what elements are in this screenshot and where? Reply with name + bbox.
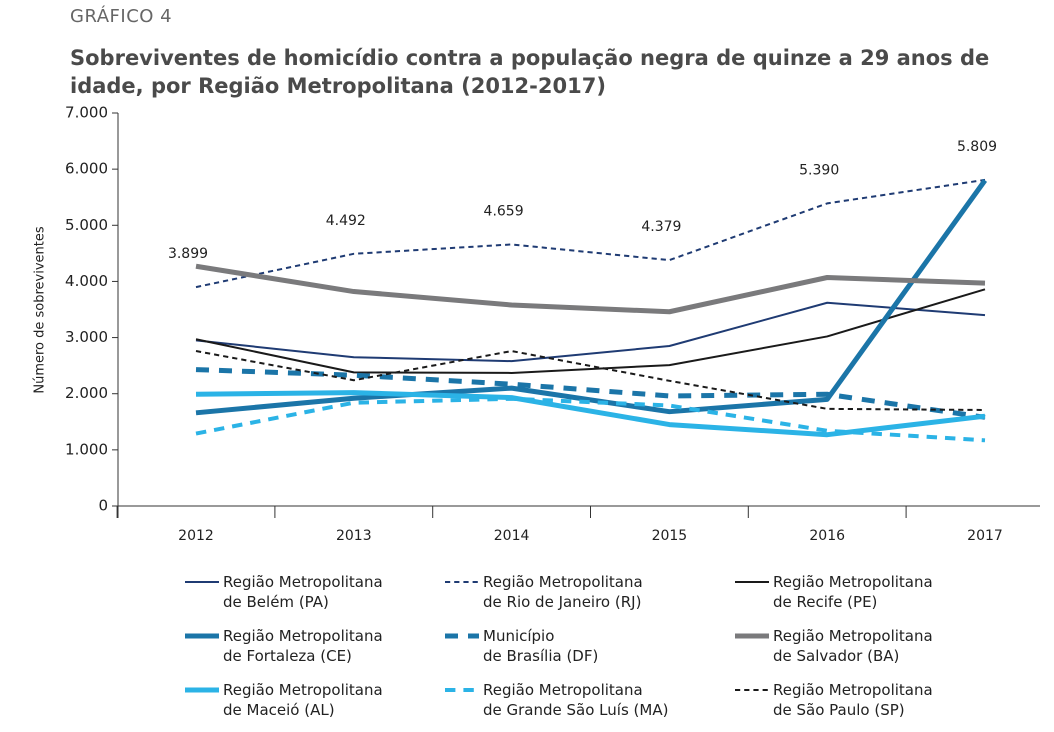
legend-label: Região Metropolitana de Salvador (BA) <box>773 627 933 665</box>
y-tick-label: 0 <box>98 497 108 515</box>
x-tick-label: 2016 <box>809 528 845 544</box>
data-label: 4.379 <box>641 219 681 235</box>
y-tick-label: 6.000 <box>65 160 108 178</box>
data-label: 4.492 <box>326 213 366 229</box>
x-tick-label: 2013 <box>336 528 372 544</box>
y-tick-label: 5.000 <box>65 216 108 234</box>
data-label: 4.659 <box>484 203 524 219</box>
legend-label: Região Metropolitana de São Paulo (SP) <box>773 681 933 719</box>
legend-swatch <box>735 689 769 691</box>
legend-label: Região Metropolitana de Recife (PE) <box>773 573 933 611</box>
x-tick-label: 2017 <box>967 528 1003 544</box>
legend-swatch <box>445 688 479 692</box>
chart-title: Sobreviventes de homicídio contra a popu… <box>70 46 990 98</box>
legend-swatch <box>185 581 219 583</box>
data-label: 5.809 <box>957 139 997 155</box>
legend-swatch <box>445 633 479 639</box>
legend-label: Região Metropolitana de Grande São Luís … <box>483 681 669 719</box>
series-line <box>195 263 986 315</box>
legend-swatch <box>185 633 219 639</box>
legend-swatch <box>735 581 769 583</box>
y-tick-label: 3.000 <box>65 328 108 346</box>
kicker: GRÁFICO 4 <box>70 6 173 27</box>
x-tick-label: 2015 <box>652 528 688 544</box>
chart: Número de sobreviventes 0 1.000 2.000 3.000… <box>33 104 1040 544</box>
series-line <box>195 288 986 374</box>
legend-swatch <box>735 633 769 639</box>
y-tick-label: 2.000 <box>65 384 108 402</box>
legend-label: Região Metropolitana de Belém (PA) <box>223 573 383 611</box>
y-tick-label: 4.000 <box>65 272 108 290</box>
legend-label: Região Metropolitana de Rio de Janeiro (… <box>483 573 643 611</box>
legend-swatch <box>445 581 479 583</box>
x-tick-label: 2014 <box>494 528 530 544</box>
x-tick-label: 2012 <box>178 528 214 544</box>
legend-swatch <box>185 687 219 693</box>
y-tick-label: 7.000 <box>65 104 108 122</box>
legend-label: Município de Brasília (DF) <box>483 627 599 665</box>
y-axis-label: Número de sobreviventes <box>33 226 48 394</box>
series-line <box>195 350 986 411</box>
series-line <box>195 178 986 289</box>
series-line <box>195 367 986 420</box>
data-label: 5.390 <box>799 162 839 178</box>
legend-label: Região Metropolitana de Fortaleza (CE) <box>223 627 383 665</box>
y-tick-label: 1.000 <box>65 440 108 458</box>
series-line <box>195 301 986 363</box>
legend-label: Região Metropolitana de Maceió (AL) <box>223 681 383 719</box>
series-line <box>195 396 986 443</box>
series-line <box>195 178 988 416</box>
data-label: 3.899 <box>168 246 208 262</box>
legend: Região Metropolitana de Belém (PA) Região… <box>0 570 1054 730</box>
